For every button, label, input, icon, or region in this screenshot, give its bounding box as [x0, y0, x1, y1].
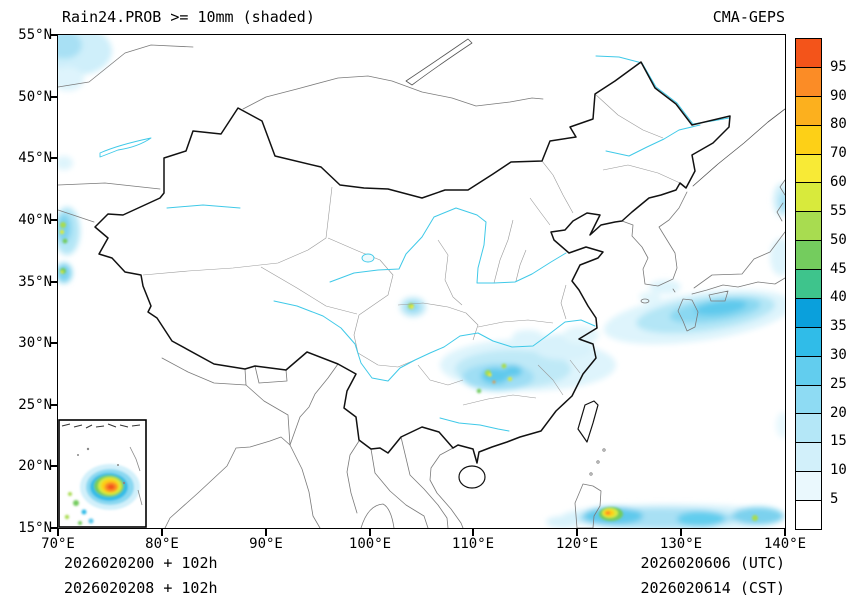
colorbar-tick-label: 60 — [830, 174, 847, 190]
colorbar-tick-label: 40 — [830, 289, 847, 305]
axis-tick — [50, 342, 58, 344]
axis-tick — [784, 529, 786, 536]
colorbar-segment — [796, 500, 821, 529]
chart-title: Rain24.PROB >= 10mm (shaded) — [62, 8, 315, 26]
axis-tick — [369, 529, 371, 536]
lat-tick-label: 35°N — [18, 274, 52, 290]
lon-tick-label: 140°E — [763, 536, 807, 552]
lon-tick-label: 120°E — [555, 536, 599, 552]
lon-tick-label: 130°E — [659, 536, 703, 552]
colorbar-segment — [796, 326, 821, 356]
axis-tick — [50, 157, 58, 159]
colorbar-segment — [796, 66, 821, 96]
china-border — [94, 61, 731, 489]
colorbar — [795, 38, 822, 530]
south-china-sea-inset — [58, 419, 147, 528]
colorbar-tick-label: 45 — [830, 261, 847, 277]
colorbar-segment — [796, 153, 821, 183]
colorbar-tick-label: 25 — [830, 376, 847, 392]
colorbar-tick-label: 50 — [830, 232, 847, 248]
colorbar-tick-label: 70 — [830, 145, 847, 161]
lon-tick-label: 90°E — [249, 536, 283, 552]
colorbar-segment — [796, 384, 821, 414]
rivers — [99, 55, 730, 432]
colorbar-segment — [796, 355, 821, 385]
axis-tick — [50, 96, 58, 98]
valid-time-cst: 2026020614 (CST) — [640, 579, 786, 597]
axis-tick — [265, 529, 267, 536]
colorbar-segment — [796, 442, 821, 472]
colorbar-segment — [796, 124, 821, 154]
init-time-line2: 2026020208 + 102h — [64, 579, 218, 597]
colorbar-tick-label: 5 — [830, 491, 839, 507]
lat-tick-label: 40°N — [18, 212, 52, 228]
init-time-line1: 2026020200 + 102h — [64, 554, 218, 572]
colorbar-tick-label: 80 — [830, 116, 847, 132]
colorbar-segment — [796, 240, 821, 269]
colorbar-segment — [796, 471, 821, 500]
lat-tick-label: 30°N — [18, 335, 52, 351]
colorbar-segment — [796, 95, 821, 125]
lat-tick-label: 20°N — [18, 458, 52, 474]
axis-tick — [576, 529, 578, 536]
axis-tick — [50, 527, 58, 529]
valid-time-utc: 2026020606 (UTC) — [640, 554, 786, 572]
colorbar-tick-label: 20 — [830, 405, 847, 421]
lat-tick-label: 50°N — [18, 89, 52, 105]
lat-tick-label: 45°N — [18, 150, 52, 166]
axis-tick — [680, 529, 682, 536]
lat-tick-label: 25°N — [18, 397, 52, 413]
colorbar-tick-label: 95 — [830, 59, 847, 75]
foreign-borders — [58, 38, 785, 528]
lon-tick-label: 80°E — [145, 536, 179, 552]
colorbar-tick-label: 15 — [830, 433, 847, 449]
colorbar-tick-label: 10 — [830, 462, 847, 478]
lon-tick-label: 110°E — [451, 536, 495, 552]
axis-tick — [57, 529, 59, 536]
province-borders — [142, 93, 681, 406]
colorbar-tick-label: 35 — [830, 318, 847, 334]
colorbar-segment — [796, 413, 821, 443]
colorbar-segment — [796, 211, 821, 241]
map-plot-area — [57, 34, 786, 529]
axis-tick — [50, 281, 58, 283]
inset-cyclone-shading — [64, 464, 140, 525]
inset-coastlines — [61, 423, 143, 506]
axis-tick — [161, 529, 163, 536]
lon-tick-label: 100°E — [348, 536, 392, 552]
lon-tick-label: 70°E — [41, 536, 75, 552]
model-name: CMA-GEPS — [712, 8, 785, 26]
precip-shading — [58, 35, 785, 528]
axis-tick — [50, 219, 58, 221]
china-map-svg — [58, 35, 785, 528]
lat-tick-label: 55°N — [18, 27, 52, 43]
colorbar-tick-label: 55 — [830, 203, 847, 219]
axis-tick — [50, 465, 58, 467]
colorbar-tick-label: 90 — [830, 88, 847, 104]
axis-tick — [472, 529, 474, 536]
lat-tick-label: 15°N — [18, 520, 52, 536]
colorbar-segment — [796, 269, 821, 298]
colorbar-segment — [796, 297, 821, 327]
colorbar-segment — [796, 39, 821, 67]
axis-tick — [50, 34, 58, 36]
colorbar-segment — [796, 182, 821, 212]
colorbar-tick-label: 30 — [830, 347, 847, 363]
axis-tick — [50, 404, 58, 406]
